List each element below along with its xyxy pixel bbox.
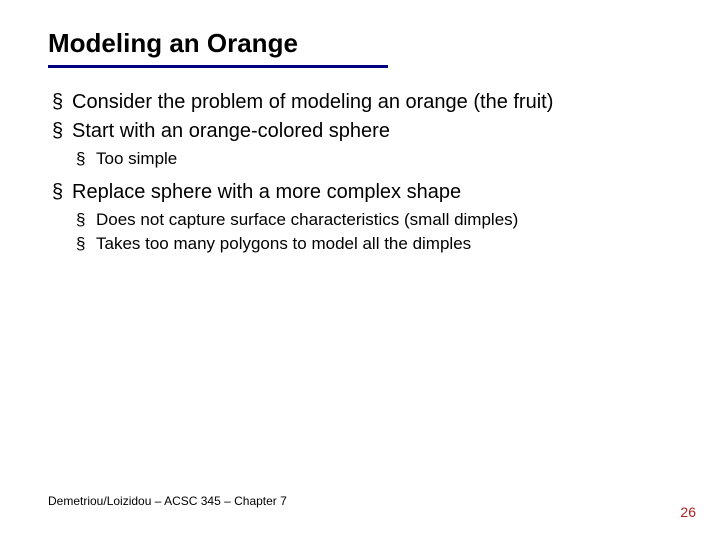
list-item: Start with an orange-colored sphere — [48, 119, 672, 144]
list-item: Too simple — [48, 148, 672, 170]
slide: Modeling an Orange Consider the problem … — [0, 0, 720, 540]
list-item: Does not capture surface characteristics… — [48, 209, 672, 231]
title-rule — [48, 65, 388, 68]
list-item: Consider the problem of modeling an oran… — [48, 90, 672, 115]
bullet-list: Consider the problem of modeling an oran… — [48, 90, 672, 255]
list-item: Replace sphere with a more complex shape — [48, 180, 672, 205]
page-title: Modeling an Orange — [48, 28, 672, 59]
page-number: 26 — [680, 504, 696, 520]
footer-text: Demetriou/Loizidou – ACSC 345 – Chapter … — [48, 494, 287, 508]
list-item: Takes too many polygons to model all the… — [48, 233, 672, 255]
